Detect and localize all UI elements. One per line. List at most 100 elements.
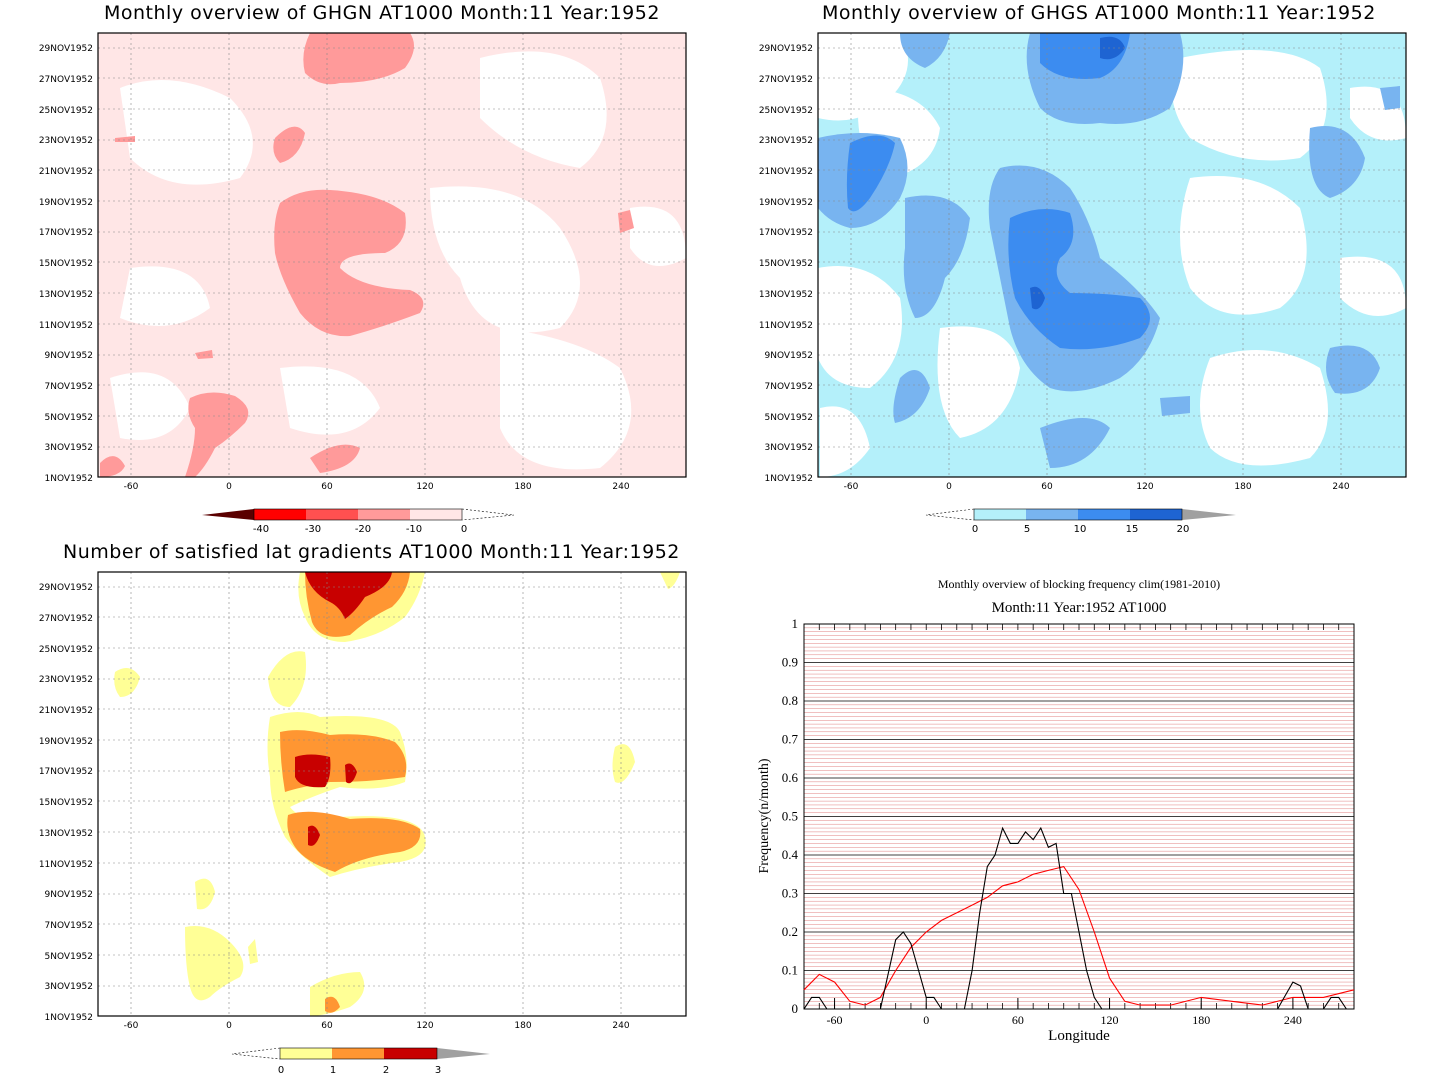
- chart-title-lat-gradients: Number of satisfied lat gradients AT1000…: [63, 541, 680, 563]
- ghgn-ytick: 23NOV1952: [39, 136, 93, 146]
- ghgn-xtick: 0: [226, 482, 232, 492]
- ghgn-colorbar-label: 0: [461, 524, 467, 535]
- ghgn-ytick: 13NOV1952: [39, 290, 93, 300]
- latgrad-xtick: 60: [321, 1021, 333, 1031]
- latgrad-ytick: 7NOV1952: [45, 921, 93, 931]
- series-line-black: [803, 826, 1354, 1010]
- latgrad-colorbar-label: 1: [330, 1065, 336, 1076]
- ghgs-ytick: 19NOV1952: [759, 198, 813, 208]
- latgrad-ytick: 9NOV1952: [45, 890, 93, 900]
- ghgs-ytick: 5NOV1952: [765, 413, 813, 423]
- ghgs-xtick: 0: [946, 482, 952, 492]
- chart-ghgs: 1NOV1952 3NOV1952 5NOV1952 7NOV1952 9NOV…: [759, 32, 1407, 535]
- ghgn-ytick: 27NOV1952: [39, 75, 93, 85]
- latgrad-ytick: 19NOV1952: [39, 737, 93, 747]
- y-tick-label: 0.3: [782, 886, 798, 901]
- ghgn-ytick: 15NOV1952: [39, 259, 93, 269]
- ghgs-ytick: 27NOV1952: [759, 75, 813, 85]
- ghgs-xtick: -60: [844, 482, 859, 492]
- ghgn-xtick: 240: [612, 482, 629, 492]
- ghgs-region-2: [1008, 209, 1150, 350]
- ghgs-ytick: 21NOV1952: [759, 167, 813, 177]
- line-chart-grid: [803, 624, 1355, 1009]
- latgrad-ytick: 27NOV1952: [39, 614, 93, 624]
- y-tick-label: 0.8: [782, 693, 798, 708]
- ghgs-grid: [818, 33, 1406, 477]
- latgrad-ytick: 11NOV1952: [39, 860, 93, 870]
- x-axis-label: Longitude: [1048, 1028, 1110, 1044]
- ghgs-ytick: 11NOV1952: [759, 321, 813, 331]
- latgrad-ytick: 21NOV1952: [39, 706, 93, 716]
- y-tick-label: 0.9: [782, 655, 798, 670]
- ghgn-region-1: [274, 189, 424, 337]
- latgrad-xtick: 0: [226, 1021, 232, 1031]
- y-tick-label: 0.1: [782, 963, 798, 978]
- series-line-red: [803, 865, 1355, 1006]
- ghgn-colorbar-label: -30: [305, 524, 321, 535]
- x-tick-label: -60: [827, 1013, 843, 1027]
- ghgs-ytick: 15NOV1952: [759, 259, 813, 269]
- latgrad-xtick: -60: [124, 1021, 139, 1031]
- latgrad-ytick: 5NOV1952: [45, 952, 93, 962]
- x-tick-label: 240: [1284, 1013, 1302, 1027]
- ghgs-ytick: 25NOV1952: [759, 106, 813, 116]
- ghgn-ytick: 11NOV1952: [39, 321, 93, 331]
- ghgn-ytick: 1NOV1952: [45, 474, 93, 484]
- line-chart-title: Monthly overview of blocking frequency c…: [938, 577, 1220, 591]
- ghgn-colorbar: -40 -30 -20 -10 0: [202, 508, 515, 535]
- x-tick-label: 180: [1192, 1013, 1210, 1027]
- latgrad-ytick: 15NOV1952: [39, 798, 93, 808]
- ghgs-colorbar-label: 5: [1024, 524, 1030, 535]
- ghgs-ytick: 1NOV1952: [765, 474, 813, 484]
- ghgn-ytick: 17NOV1952: [39, 228, 93, 238]
- line-chart-subtitle: Month:11 Year:1952 AT1000: [992, 600, 1167, 616]
- latgrad-colorbar-label: 0: [278, 1065, 284, 1076]
- chart-ghgn: 1NOV1952 3NOV1952 5NOV1952 7NOV1952 9NOV…: [39, 32, 687, 535]
- y-axis-label: Frequency(n/month): [757, 758, 772, 873]
- latgrad-ytick: 17NOV1952: [39, 767, 93, 777]
- ghgs-ytick: 3NOV1952: [765, 443, 813, 453]
- y-tick-label: 0.2: [782, 924, 798, 939]
- ghgn-xtick: 120: [416, 482, 433, 492]
- ghgs-xtick: 60: [1041, 482, 1053, 492]
- latgrad-ytick: 23NOV1952: [39, 675, 93, 685]
- chart-blocking-frequency: Monthly overview of blocking frequency c…: [757, 577, 1355, 1044]
- ghgn-xtick: 180: [514, 482, 531, 492]
- chart-title-ghgs: Monthly overview of GHGS AT1000 Month:11…: [822, 2, 1376, 24]
- y-tick-label: 1: [792, 616, 799, 631]
- chart-lat-gradients: 1NOV1952 3NOV1952 5NOV1952 7NOV1952 9NOV…: [39, 571, 687, 1076]
- latgrad-colorbar-label: 2: [383, 1065, 389, 1076]
- ghgn-ytick: 21NOV1952: [39, 167, 93, 177]
- latgrad-colorbar: 0 1 2 3: [231, 1047, 490, 1076]
- ghgs-xtick: 120: [1136, 482, 1153, 492]
- latgrad-ytick: 1NOV1952: [45, 1013, 93, 1023]
- ghgs-colorbar-label: 15: [1126, 524, 1139, 535]
- ghgs-ytick: 7NOV1952: [765, 382, 813, 392]
- ghgs-plot-frame: [817, 32, 1407, 478]
- y-tick-label: 0: [792, 1001, 799, 1016]
- ghgs-colorbar-label: 0: [972, 524, 978, 535]
- ghgs-colorbar: 0 5 10 15 20: [925, 508, 1236, 535]
- ghgs-xtick: 180: [1234, 482, 1251, 492]
- x-tick-label: 60: [1012, 1013, 1024, 1027]
- ghgs-colorbar-label: 20: [1177, 524, 1190, 535]
- ghgn-xtick: 60: [321, 482, 333, 492]
- ghgs-ytick: 9NOV1952: [765, 351, 813, 361]
- ghgn-ytick: 7NOV1952: [45, 382, 93, 392]
- latgrad-xtick: 180: [514, 1021, 531, 1031]
- line-plot-frame: [803, 623, 1355, 1010]
- ghgn-colorbar-label: -20: [355, 524, 371, 535]
- ghgn-ytick: 19NOV1952: [39, 198, 93, 208]
- ghgn-xtick: -60: [124, 482, 139, 492]
- chart-title-ghgn: Monthly overview of GHGN AT1000 Month:11…: [104, 2, 660, 24]
- ghgn-ytick: 9NOV1952: [45, 351, 93, 361]
- latgrad-ytick: 13NOV1952: [39, 829, 93, 839]
- latgrad-ytick: 29NOV1952: [39, 583, 93, 593]
- ghgn-ytick: 25NOV1952: [39, 106, 93, 116]
- ghgn-ytick: 29NOV1952: [39, 44, 93, 54]
- ghgn-region-3: [185, 392, 249, 477]
- ghgn-colorbar-label: -10: [406, 524, 422, 535]
- y-tick-label: 0.4: [782, 847, 799, 862]
- ghgn-colorbar-label: -40: [253, 524, 269, 535]
- ghgn-region-2: [303, 33, 414, 85]
